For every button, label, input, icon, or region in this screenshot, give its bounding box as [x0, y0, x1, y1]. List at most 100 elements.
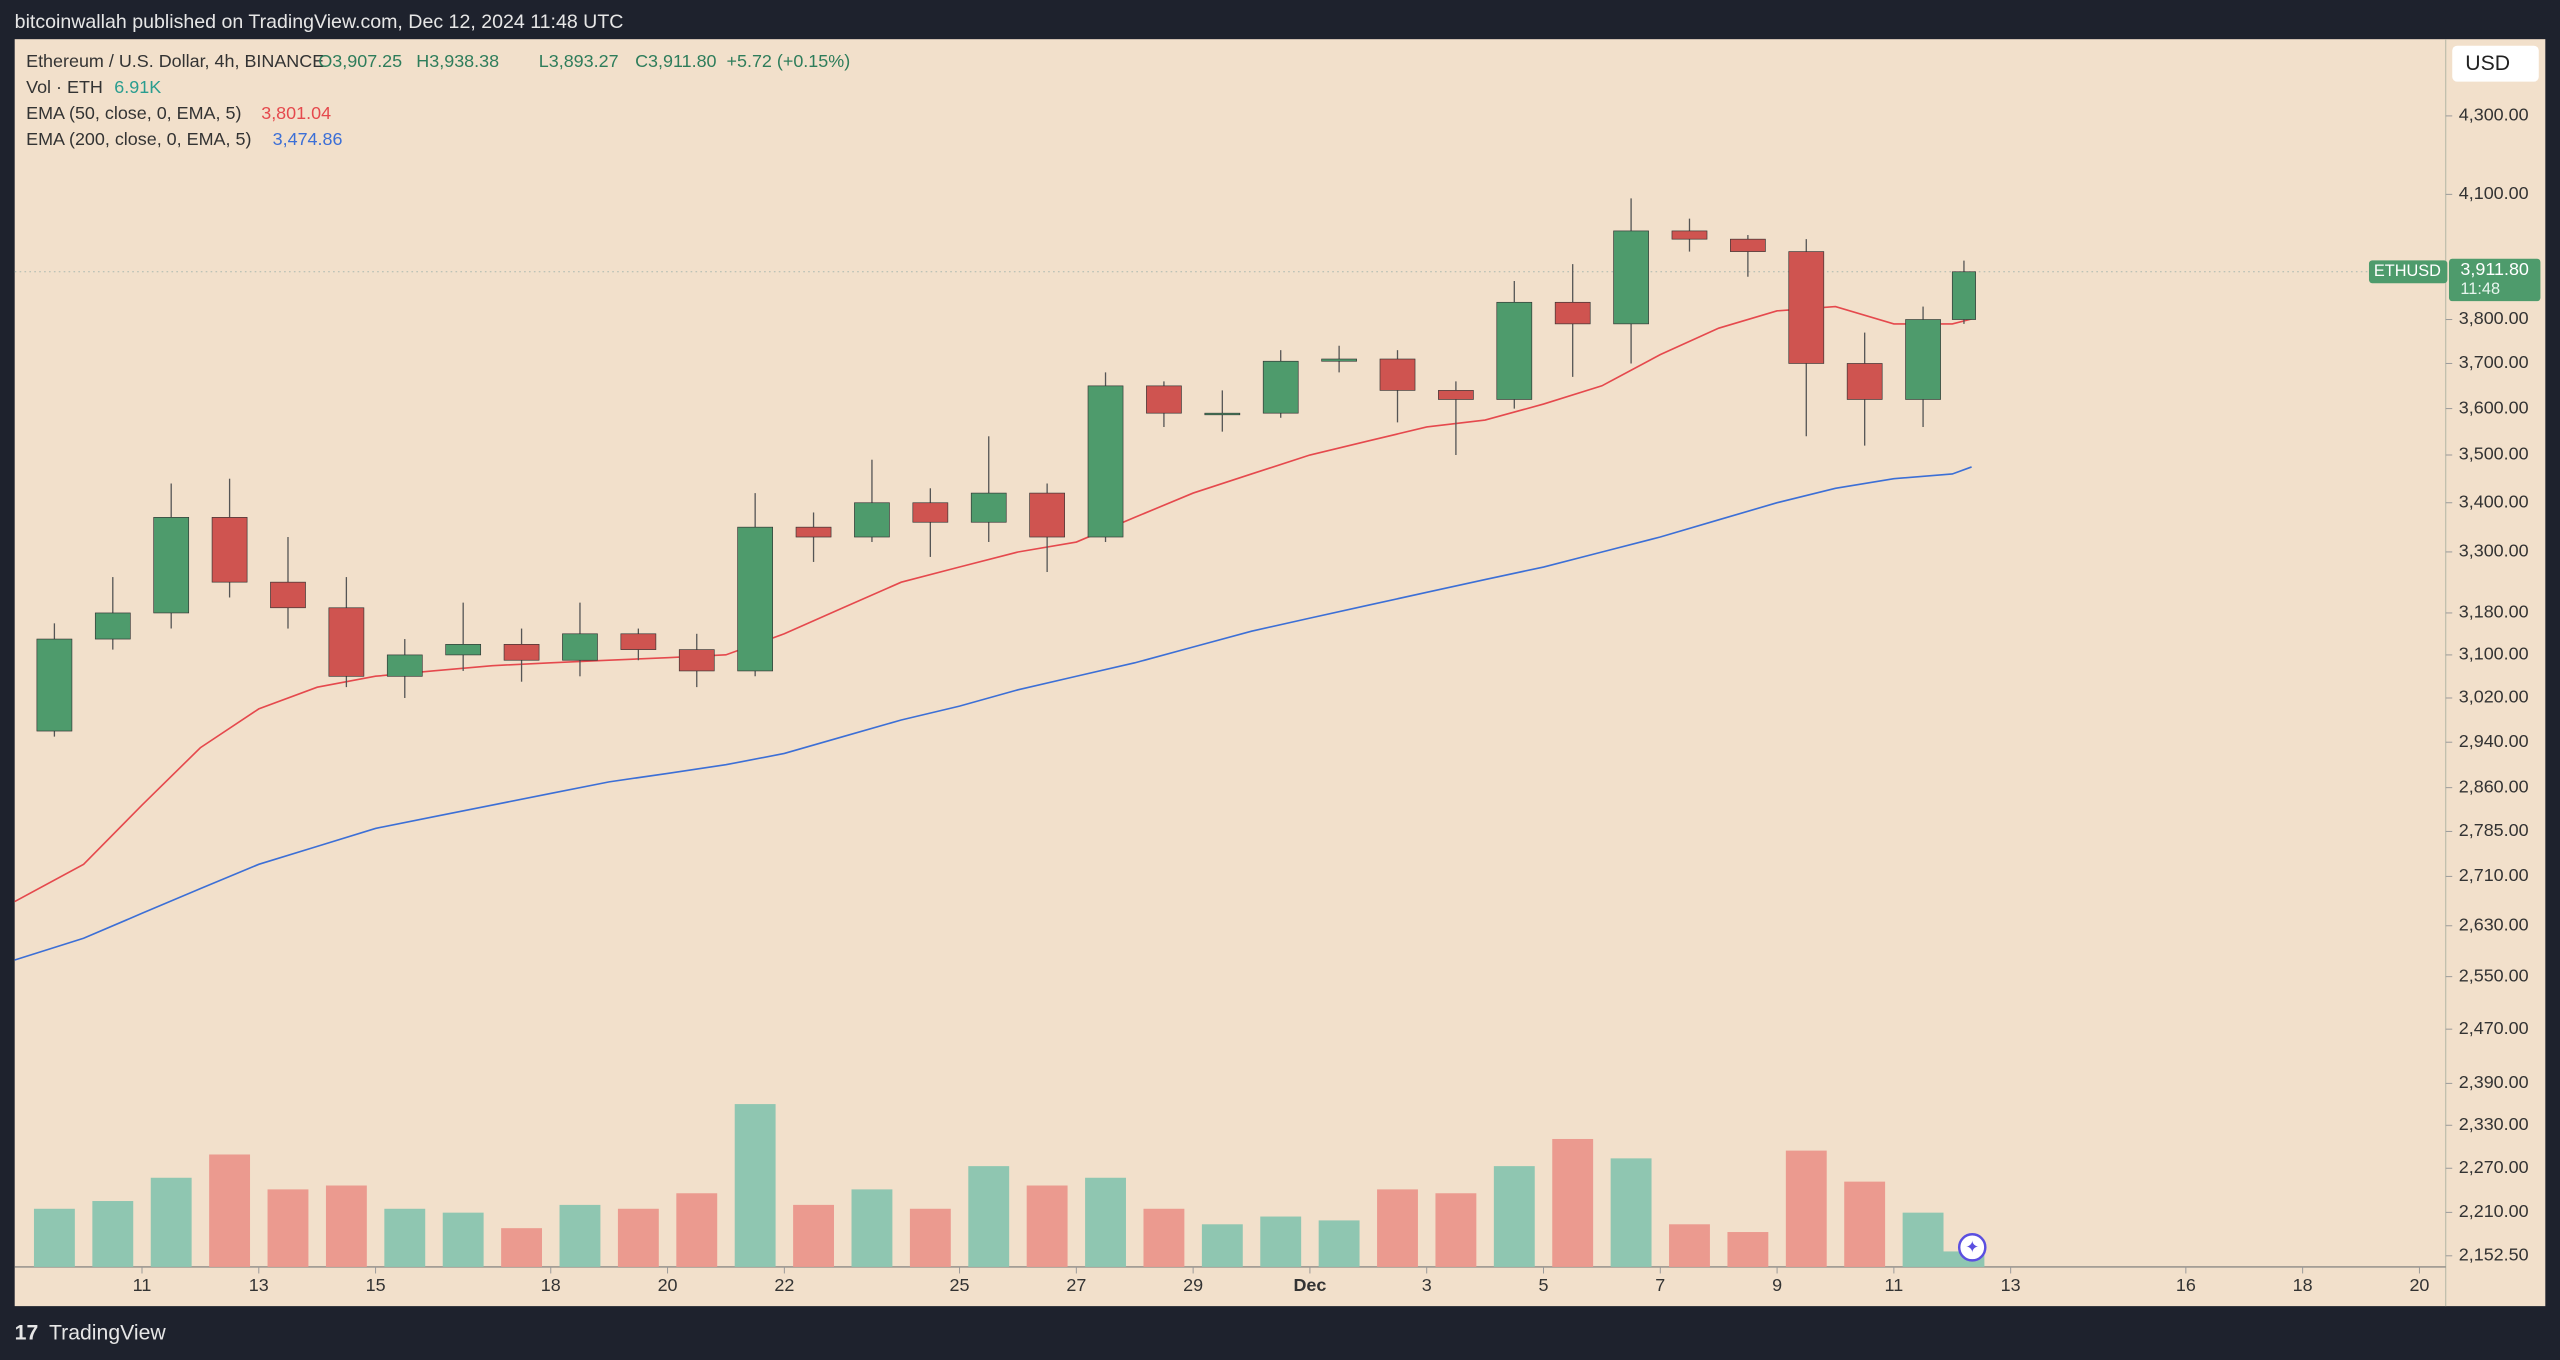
volume-bar: [1493, 1166, 1535, 1267]
y-tick-label: 3,700.00: [2459, 352, 2529, 372]
candle-body: [562, 633, 598, 661]
ema-line: [14, 466, 1972, 961]
candle-body: [795, 526, 832, 538]
x-tick-label: 16: [2176, 1275, 2196, 1295]
x-tick-label: 11: [1885, 1275, 1904, 1295]
candle-body: [1204, 412, 1241, 416]
candle-body: [328, 607, 365, 677]
candle-body: [1321, 358, 1357, 362]
ema50-legend: EMA (50, close, 0, EMA, 5): [26, 103, 241, 123]
x-tick-label: Dec: [1293, 1275, 1326, 1295]
candle-body: [1788, 251, 1825, 364]
ohlc-value: L3,893.27: [539, 51, 619, 71]
volume-bar: [559, 1204, 601, 1267]
ema50-last: 3,801.04: [261, 103, 331, 123]
candle-body: [503, 643, 540, 661]
candle-body: [153, 517, 190, 614]
candle-body: [1029, 492, 1065, 538]
volume-bar: [1377, 1189, 1418, 1267]
candle-body: [1496, 301, 1533, 400]
y-tick-label: 2,860.00: [2459, 776, 2529, 796]
volume-bar: [1669, 1224, 1710, 1267]
volume-bar: [1552, 1138, 1594, 1267]
assistant-button[interactable]: [1957, 1233, 1987, 1262]
x-tick-label: 18: [541, 1275, 561, 1295]
candle-body: [1730, 238, 1766, 252]
candle-body: [94, 612, 131, 640]
volume-bar: [793, 1204, 834, 1267]
volume-bar: [1260, 1216, 1302, 1267]
currency-label: USD: [2465, 52, 2510, 75]
candle-body: [1554, 301, 1591, 325]
candle-body: [445, 643, 482, 656]
volume-bar: [1318, 1220, 1360, 1267]
candle-body: [1087, 385, 1124, 538]
volume-bar: [384, 1208, 426, 1267]
y-tick-label: 2,630.00: [2459, 914, 2529, 934]
y-tick-label: 3,400.00: [2459, 491, 2529, 511]
volume-bar: [1902, 1212, 1944, 1267]
price-tag-time: 11:48: [2460, 280, 2500, 298]
y-tick-label: 3,300.00: [2459, 541, 2529, 561]
y-tick-label: 2,550.00: [2459, 965, 2529, 985]
y-tick-label: 2,940.00: [2459, 731, 2529, 751]
x-tick-label: 15: [366, 1275, 386, 1295]
volume-legend: Vol · ETH: [26, 77, 103, 97]
candle-body: [854, 502, 890, 538]
candle-body: [1262, 360, 1299, 414]
volume-bar: [1785, 1150, 1827, 1267]
volume-bar: [1435, 1193, 1477, 1267]
volume-bar: [209, 1154, 251, 1267]
y-tick-label: 2,330.00: [2459, 1114, 2529, 1134]
y-tick-label: 3,020.00: [2459, 687, 2529, 707]
candle-body: [1379, 358, 1416, 391]
candle-body: [211, 517, 248, 583]
currency-button[interactable]: [2452, 45, 2539, 82]
volume-bar: [325, 1185, 367, 1267]
candle-body: [1146, 385, 1182, 414]
y-tick-label: 3,500.00: [2459, 444, 2529, 464]
y-tick-label: 2,785.00: [2459, 820, 2529, 840]
volume-bar: [851, 1189, 893, 1267]
x-tick-label: 22: [774, 1275, 794, 1295]
x-tick-label: 3: [1422, 1275, 1432, 1295]
y-tick-label: 2,270.00: [2459, 1157, 2529, 1177]
publisher-line: bitcoinwallah published on TradingView.c…: [15, 11, 624, 33]
ohlc-change: +5.72 (+0.15%): [727, 51, 851, 71]
y-tick-label: 2,210.00: [2459, 1201, 2529, 1221]
x-tick-label: 25: [950, 1275, 970, 1295]
price-tag-value: 3,911.80: [2460, 259, 2529, 279]
candle-body: [1438, 390, 1474, 400]
y-tick-label: 3,100.00: [2459, 644, 2529, 664]
volume-bar: [150, 1177, 192, 1267]
y-tick-label: 2,470.00: [2459, 1018, 2529, 1038]
y-tick-label: 3,180.00: [2459, 602, 2529, 622]
volume-bar: [909, 1208, 951, 1267]
candle-body: [386, 654, 423, 677]
y-tick-label: 4,300.00: [2459, 105, 2529, 125]
x-tick-label: 9: [1772, 1275, 1782, 1295]
volume-bar: [1610, 1158, 1652, 1267]
assistant-icon: ✦: [1965, 1238, 1979, 1256]
chart-background: [14, 39, 2546, 1307]
y-tick-label: 2,152.50: [2459, 1245, 2529, 1265]
volume-bar: [1727, 1232, 1769, 1267]
volume-last: 6.91K: [114, 77, 161, 97]
volume-bar: [734, 1104, 776, 1267]
volume-bar: [1085, 1177, 1126, 1267]
candle-body: [1951, 271, 1976, 320]
x-tick-label: 18: [2293, 1275, 2313, 1295]
candle-body: [1905, 319, 1941, 400]
price-tag-bg: [2448, 258, 2541, 302]
price-tag-symbol-bg: [2368, 260, 2448, 284]
candle-body: [270, 581, 306, 609]
candle-body: [1613, 230, 1649, 325]
x-tick-label: 27: [1066, 1275, 1086, 1295]
y-tick-label: 3,800.00: [2459, 308, 2529, 328]
candle-body: [912, 502, 949, 523]
candle-body: [737, 526, 773, 672]
y-tick-label: 2,710.00: [2459, 865, 2529, 885]
y-tick-label: 2,390.00: [2459, 1072, 2529, 1092]
price-tag-symbol: ETHUSD: [2374, 262, 2441, 280]
